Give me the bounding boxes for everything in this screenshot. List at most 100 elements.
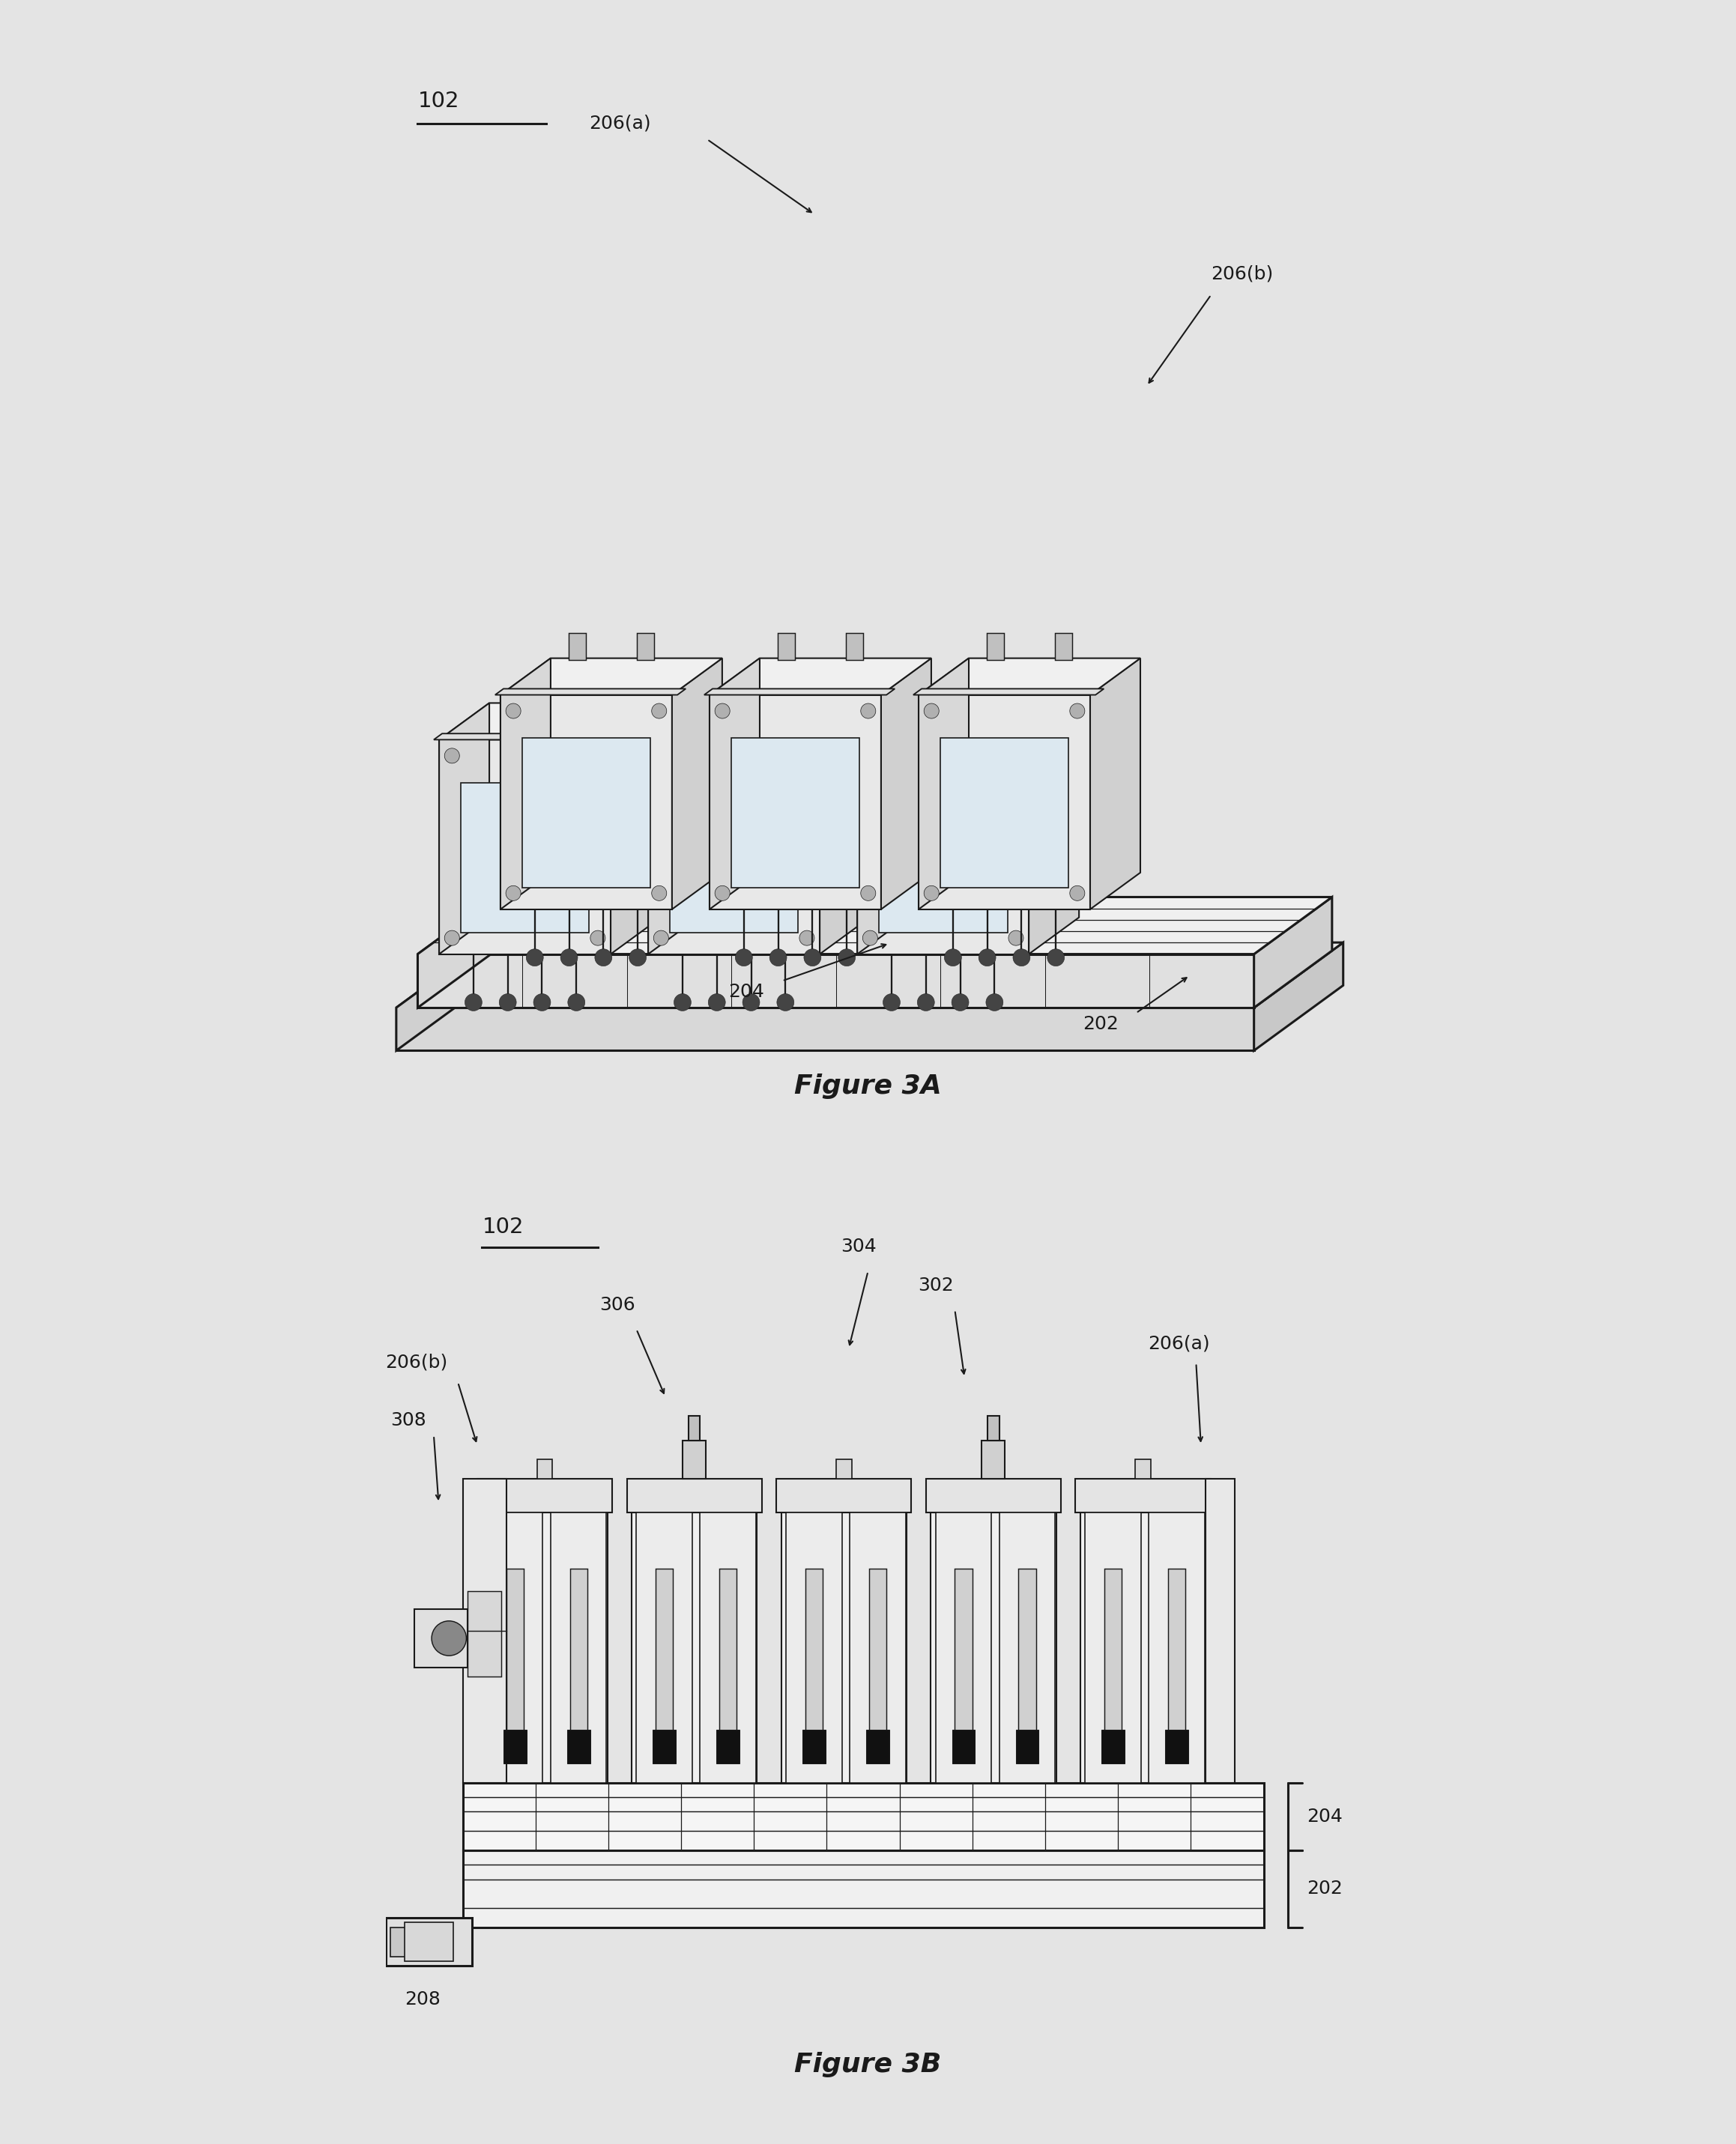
Text: 102: 102 bbox=[483, 1216, 524, 1237]
Circle shape bbox=[924, 885, 939, 900]
Bar bbox=[731, 738, 859, 888]
Bar bbox=[849, 1514, 906, 1784]
Bar bbox=[464, 1784, 1264, 1850]
Polygon shape bbox=[434, 733, 625, 740]
Circle shape bbox=[653, 930, 668, 946]
Circle shape bbox=[924, 703, 939, 718]
Text: 204: 204 bbox=[729, 982, 764, 1001]
Circle shape bbox=[651, 885, 667, 900]
Bar bbox=[483, 1514, 608, 1784]
Circle shape bbox=[884, 995, 901, 1012]
Text: 206(b): 206(b) bbox=[1212, 264, 1274, 283]
Text: 206(a): 206(a) bbox=[589, 114, 651, 133]
Polygon shape bbox=[858, 703, 1080, 740]
Polygon shape bbox=[819, 703, 870, 954]
Bar bbox=[1102, 1730, 1125, 1762]
Circle shape bbox=[778, 995, 793, 1012]
Bar bbox=[467, 1591, 502, 1677]
Polygon shape bbox=[705, 688, 894, 695]
Bar bbox=[837, 1460, 852, 1479]
Bar bbox=[1135, 1460, 1151, 1479]
Bar bbox=[682, 1441, 707, 1479]
Bar bbox=[955, 1569, 972, 1745]
Polygon shape bbox=[648, 740, 819, 954]
Polygon shape bbox=[710, 695, 882, 909]
Bar bbox=[568, 632, 585, 660]
Text: 102: 102 bbox=[418, 90, 460, 111]
Bar bbox=[1055, 632, 1073, 660]
Circle shape bbox=[533, 995, 550, 1012]
Polygon shape bbox=[418, 896, 496, 1008]
Bar bbox=[1149, 1514, 1205, 1784]
Bar bbox=[983, 1441, 1005, 1479]
Text: 204: 204 bbox=[1307, 1807, 1344, 1825]
Text: 304: 304 bbox=[840, 1237, 877, 1256]
Circle shape bbox=[444, 930, 460, 946]
Circle shape bbox=[444, 748, 460, 763]
Circle shape bbox=[465, 995, 483, 1012]
Bar bbox=[717, 1730, 740, 1762]
Bar bbox=[385, 1917, 472, 1966]
Circle shape bbox=[861, 885, 875, 900]
Polygon shape bbox=[710, 658, 930, 695]
Bar bbox=[568, 1730, 590, 1762]
Text: Figure 3B: Figure 3B bbox=[795, 2052, 941, 2078]
Polygon shape bbox=[913, 688, 1104, 695]
Circle shape bbox=[432, 1621, 467, 1655]
Circle shape bbox=[799, 930, 814, 946]
Bar bbox=[656, 1569, 674, 1745]
Bar bbox=[1104, 1569, 1121, 1745]
Polygon shape bbox=[918, 658, 1141, 695]
Bar bbox=[878, 783, 1007, 933]
Circle shape bbox=[863, 930, 878, 946]
Circle shape bbox=[1047, 950, 1064, 967]
Bar bbox=[925, 1479, 1061, 1514]
Polygon shape bbox=[852, 733, 1043, 740]
Polygon shape bbox=[710, 658, 760, 909]
Circle shape bbox=[526, 950, 543, 967]
Circle shape bbox=[736, 950, 752, 967]
Text: 202: 202 bbox=[1307, 1880, 1344, 1897]
Polygon shape bbox=[396, 1008, 1253, 1051]
Text: 302: 302 bbox=[918, 1276, 953, 1295]
Circle shape bbox=[708, 995, 726, 1012]
Circle shape bbox=[595, 950, 613, 967]
Circle shape bbox=[804, 950, 821, 967]
Bar bbox=[1207, 1479, 1234, 1784]
Text: 206(a): 206(a) bbox=[1147, 1334, 1210, 1353]
Text: Figure 3A: Figure 3A bbox=[795, 1074, 941, 1098]
Polygon shape bbox=[882, 658, 930, 909]
Text: 206(b): 206(b) bbox=[385, 1353, 448, 1372]
Circle shape bbox=[715, 703, 729, 718]
Circle shape bbox=[1009, 748, 1024, 763]
Bar bbox=[460, 783, 589, 933]
Polygon shape bbox=[495, 688, 686, 695]
Bar bbox=[700, 1514, 757, 1784]
Text: 308: 308 bbox=[391, 1411, 425, 1430]
Bar bbox=[627, 1479, 762, 1514]
Polygon shape bbox=[858, 740, 1029, 954]
Bar bbox=[415, 1610, 467, 1668]
Bar bbox=[806, 1569, 823, 1745]
Circle shape bbox=[505, 703, 521, 718]
Bar bbox=[507, 1569, 524, 1745]
Bar bbox=[1076, 1479, 1210, 1514]
Bar bbox=[1000, 1514, 1055, 1784]
Circle shape bbox=[561, 950, 578, 967]
Bar bbox=[845, 632, 863, 660]
Bar bbox=[930, 1514, 1055, 1784]
Circle shape bbox=[861, 703, 875, 718]
Circle shape bbox=[986, 995, 1003, 1012]
Circle shape bbox=[651, 703, 667, 718]
Bar bbox=[404, 1923, 453, 1962]
Circle shape bbox=[568, 995, 585, 1012]
Bar bbox=[786, 1514, 842, 1784]
Polygon shape bbox=[439, 740, 611, 954]
Polygon shape bbox=[1090, 658, 1141, 909]
Bar bbox=[986, 632, 1003, 660]
Bar bbox=[1085, 1514, 1141, 1784]
Polygon shape bbox=[648, 703, 698, 954]
Circle shape bbox=[1069, 703, 1085, 718]
Bar bbox=[637, 1514, 693, 1784]
Bar bbox=[523, 738, 651, 888]
